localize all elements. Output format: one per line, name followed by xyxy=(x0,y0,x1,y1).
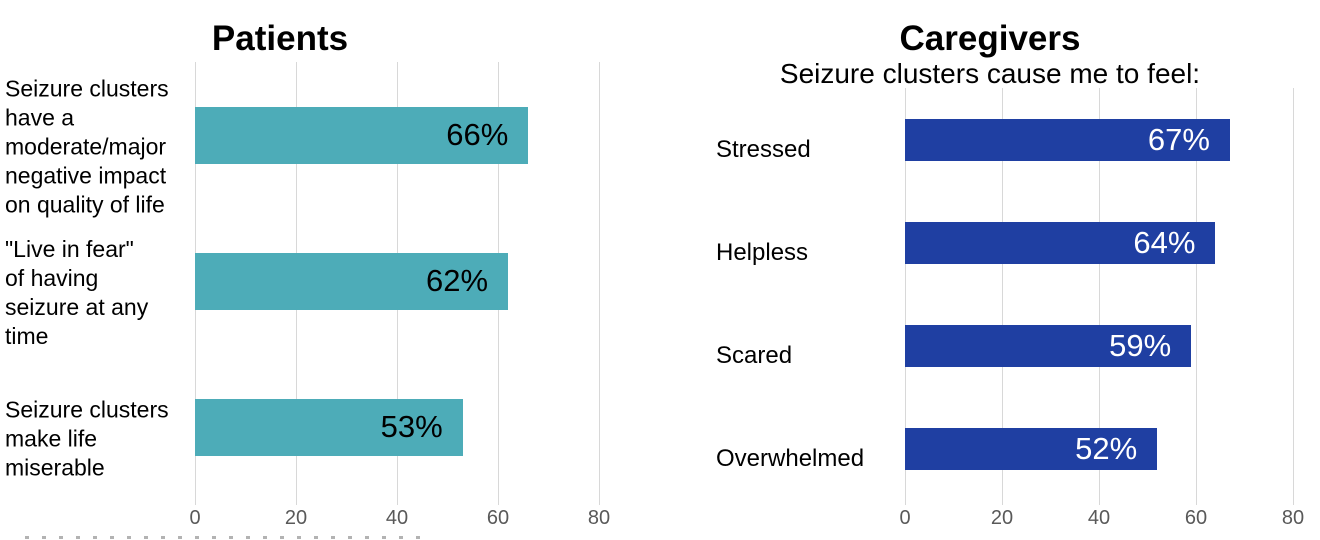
category-label: Seizure clusters make life miserable xyxy=(5,396,169,481)
x-axis-tick-label: 0 xyxy=(899,507,911,529)
x-axis-tick-label: 20 xyxy=(990,507,1014,529)
gridline xyxy=(1002,88,1003,505)
bar: 64% xyxy=(905,221,1216,264)
caregivers-chart-subtitle: Seizure clusters cause me to feel: xyxy=(779,58,1201,89)
patients-chart-title: Patients xyxy=(211,19,349,58)
gridline xyxy=(905,88,906,505)
category-label: Stressed xyxy=(716,135,811,163)
bar-value-label: 59% xyxy=(1109,327,1172,363)
bar-value-label: 52% xyxy=(1075,430,1138,466)
bar: 52% xyxy=(905,427,1158,470)
category-label: "Live in fear" of having seizure at any … xyxy=(5,236,149,349)
bar: 53% xyxy=(195,398,463,456)
gridline xyxy=(1293,88,1294,505)
x-axis-tick-label: 80 xyxy=(1281,507,1305,529)
bar-value-label: 53% xyxy=(380,409,443,444)
bar-value-label: 66% xyxy=(446,117,509,152)
bar: 62% xyxy=(195,252,509,310)
x-axis-tick-label: 80 xyxy=(587,507,611,529)
bar: 59% xyxy=(905,324,1192,367)
gridline xyxy=(1196,88,1197,505)
gridline xyxy=(599,62,600,505)
category-label: Helpless xyxy=(716,238,809,266)
bar-value-label: 67% xyxy=(1147,121,1210,157)
caregivers-chart-title: Caregivers xyxy=(899,19,1081,58)
x-axis-tick-label: 40 xyxy=(385,507,409,529)
x-axis-tick-label: 40 xyxy=(1087,507,1111,529)
x-axis-tick-label: 0 xyxy=(189,507,201,529)
bar-value-label: 62% xyxy=(426,263,489,298)
x-axis-tick-label: 20 xyxy=(284,507,308,529)
x-axis-tick-label: 60 xyxy=(486,507,510,529)
category-label: Overwhelmed xyxy=(716,444,865,472)
category-label: Seizure clusters have a moderate/major n… xyxy=(5,75,169,218)
bar: 66% xyxy=(195,106,529,164)
cropped-footnote-marks xyxy=(25,536,425,539)
gridline xyxy=(1099,88,1100,505)
x-axis-tick-label: 60 xyxy=(1184,507,1208,529)
bar: 67% xyxy=(905,118,1230,161)
category-label: Scared xyxy=(716,341,793,369)
bar-value-label: 64% xyxy=(1133,224,1196,260)
